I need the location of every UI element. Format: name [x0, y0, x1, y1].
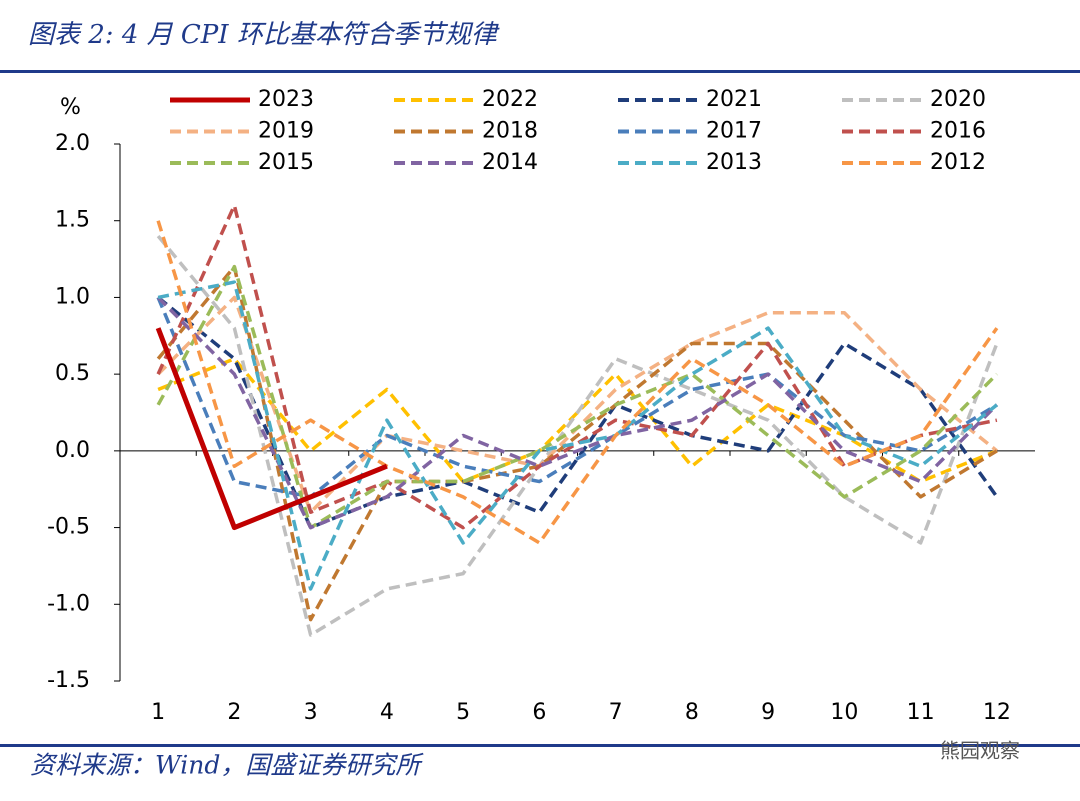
y-axis-label: %	[60, 95, 81, 120]
x-tick-label: 11	[907, 700, 935, 725]
x-tick-label: 9	[761, 700, 775, 725]
series-line	[156, 296, 999, 530]
chart-title: 图表 2: 4 月 CPI 环比基本符合季节规律	[28, 20, 500, 50]
footer-rule	[0, 744, 1080, 747]
header-rule	[0, 70, 1080, 73]
series-line	[156, 296, 998, 499]
x-tick-label: 5	[456, 700, 470, 725]
x-tick-label: 12	[983, 700, 1011, 725]
legend-label: 2012	[930, 150, 986, 175]
legend-label: 2020	[930, 87, 986, 112]
y-tick-label: 0.0	[55, 438, 90, 463]
x-tick-label: 1	[151, 700, 165, 725]
x-tick-label: 10	[830, 700, 858, 725]
x-tick-label: 4	[380, 700, 394, 725]
y-tick-label: 1.0	[55, 284, 90, 309]
y-tick-label: -1.0	[47, 591, 90, 616]
y-tick-label: 1.5	[55, 208, 90, 233]
watermark: 熊园观察	[940, 739, 1020, 763]
x-tick-label: 2	[227, 700, 241, 725]
legend-label: 2017	[706, 119, 762, 144]
source-note: 资料来源：Wind，国盛证券研究所	[30, 751, 424, 780]
series-line	[156, 264, 999, 530]
legend-label: 2015	[258, 150, 314, 175]
legend-label: 2023	[258, 87, 314, 112]
x-tick-label: 7	[609, 700, 623, 725]
y-tick-label: 0.5	[55, 361, 90, 386]
legend-label: 2014	[482, 150, 538, 175]
legend-label: 2021	[706, 87, 762, 112]
legend-label: 2022	[482, 87, 538, 112]
y-tick-label: -1.5	[47, 668, 90, 693]
x-tick-label: 3	[304, 700, 318, 725]
series-line	[157, 280, 998, 591]
series-line	[156, 234, 999, 637]
x-tick-label: 8	[685, 700, 699, 725]
legend-label: 2018	[482, 119, 538, 144]
series-line	[156, 264, 998, 622]
legend-label: 2013	[706, 150, 762, 175]
y-tick-label: -0.5	[47, 515, 90, 540]
series-line	[155, 327, 388, 531]
series-line	[156, 220, 999, 545]
legend-label: 2019	[258, 119, 314, 144]
legend-label: 2016	[930, 119, 986, 144]
y-tick-label: 2.0	[55, 131, 90, 156]
series-line	[157, 357, 998, 484]
x-tick-label: 6	[532, 700, 546, 725]
